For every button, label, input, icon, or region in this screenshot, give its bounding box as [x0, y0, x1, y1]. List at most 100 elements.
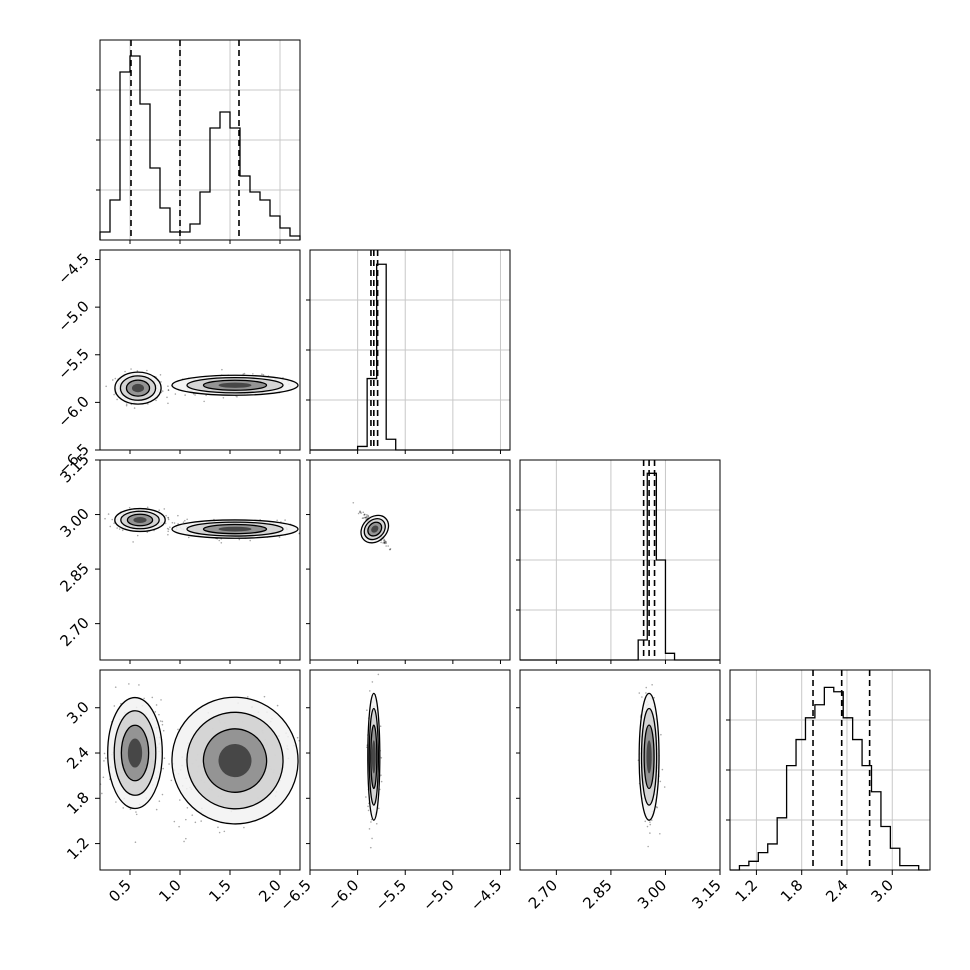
scatter-point: [243, 826, 245, 829]
scatter-point: [296, 736, 299, 739]
x-tick-label: −6.5: [276, 876, 314, 914]
scatter-point: [366, 514, 368, 516]
scatter-point: [651, 683, 653, 686]
x-tick-label: −5.0: [419, 876, 457, 914]
scatter-point: [655, 805, 658, 808]
scatter-point: [167, 516, 169, 519]
density-contour: [131, 383, 145, 393]
scatter-point: [385, 542, 388, 544]
scatter-point: [645, 692, 647, 694]
scatter-point: [383, 541, 386, 544]
y-tick-label: 2.85: [56, 559, 92, 595]
scatter-panel-4: [309, 669, 511, 871]
scatter-point: [114, 686, 117, 688]
scatter-point: [103, 752, 106, 755]
scatter-point: [252, 373, 254, 375]
scatter-point: [167, 517, 170, 519]
scatter-point: [167, 533, 169, 536]
scatter-point: [649, 823, 652, 826]
scatter-point: [121, 529, 124, 532]
panel-frame: [99, 249, 301, 451]
histogram-panel-1: [306, 249, 511, 451]
scatter-point: [169, 526, 171, 529]
scatter-point: [184, 394, 186, 396]
scatter-point: [132, 541, 134, 543]
scatter-point: [111, 518, 114, 521]
scatter-point: [278, 536, 281, 538]
scatter-point: [111, 379, 114, 381]
scatter-point: [170, 779, 173, 782]
y-tick-label: −4.5: [54, 250, 92, 288]
scatter-point: [155, 808, 158, 811]
scatter-point: [364, 516, 367, 519]
scatter-point: [261, 373, 263, 375]
scatter-point: [359, 510, 361, 513]
scatter-point: [263, 695, 266, 698]
scatter-point: [382, 542, 384, 544]
scatter-point: [380, 774, 382, 777]
scatter-point: [383, 541, 386, 543]
x-tick-label: 2.70: [525, 876, 561, 912]
scatter-point: [103, 760, 105, 762]
scatter-point: [641, 696, 643, 698]
scatter-point: [377, 807, 380, 810]
scatter-point: [173, 522, 176, 524]
scatter-point: [165, 514, 167, 517]
scatter-point: [177, 514, 179, 517]
scatter-point: [130, 368, 132, 370]
scatter-point: [646, 825, 649, 828]
scatter-point: [383, 538, 386, 541]
scatter-point: [158, 800, 161, 802]
scatter-point: [359, 511, 362, 513]
scatter-point: [186, 806, 189, 809]
scatter-point: [173, 820, 176, 823]
density-contour: [646, 740, 652, 774]
y-tick-label: 1.8: [63, 788, 93, 818]
scatter-point: [178, 825, 180, 828]
y-tick-label: 2.70: [56, 614, 92, 650]
scatter-point: [104, 757, 107, 759]
scatter-point: [284, 519, 286, 521]
scatter-point: [174, 393, 177, 395]
scatter-panel-2: [309, 459, 511, 661]
panel-frame: [309, 459, 511, 661]
scatter-point: [387, 545, 389, 547]
scatter-point: [160, 699, 162, 701]
scatter-point: [133, 407, 136, 409]
x-tick-label: 1.5: [205, 876, 235, 906]
scatter-point: [262, 373, 265, 376]
scatter-point: [167, 385, 169, 388]
scatter-point: [384, 540, 387, 543]
scatter-point: [222, 396, 225, 399]
scatter-point: [115, 801, 117, 803]
scatter-panel-3: [99, 669, 301, 871]
scatter-point: [369, 846, 372, 849]
histogram-panel-0: [96, 39, 301, 241]
scatter-point: [200, 820, 202, 822]
scatter-point: [375, 822, 378, 825]
scatter-point: [146, 369, 148, 372]
scatter-point: [167, 389, 170, 392]
scatter-point: [383, 540, 386, 542]
scatter-point: [644, 820, 647, 823]
scatter-point: [389, 548, 392, 550]
panel-background: [100, 460, 300, 660]
density-contour: [371, 525, 379, 533]
scatter-point: [663, 786, 666, 788]
scatter-point: [143, 697, 145, 700]
scatter-point: [178, 799, 181, 801]
scatter-point: [163, 508, 166, 510]
scatter-point: [363, 513, 366, 516]
scatter-point: [102, 776, 105, 779]
scatter-point: [645, 686, 648, 689]
scatter-point: [384, 542, 386, 545]
x-tick-label: 2.85: [579, 876, 615, 912]
scatter-point: [368, 828, 371, 830]
scatter-point: [161, 390, 164, 392]
scatter-point: [116, 398, 118, 401]
panel-frame: [309, 249, 511, 451]
scatter-point: [358, 511, 361, 514]
scatter-point: [167, 402, 169, 405]
x-tick-label: −6.0: [324, 876, 362, 914]
